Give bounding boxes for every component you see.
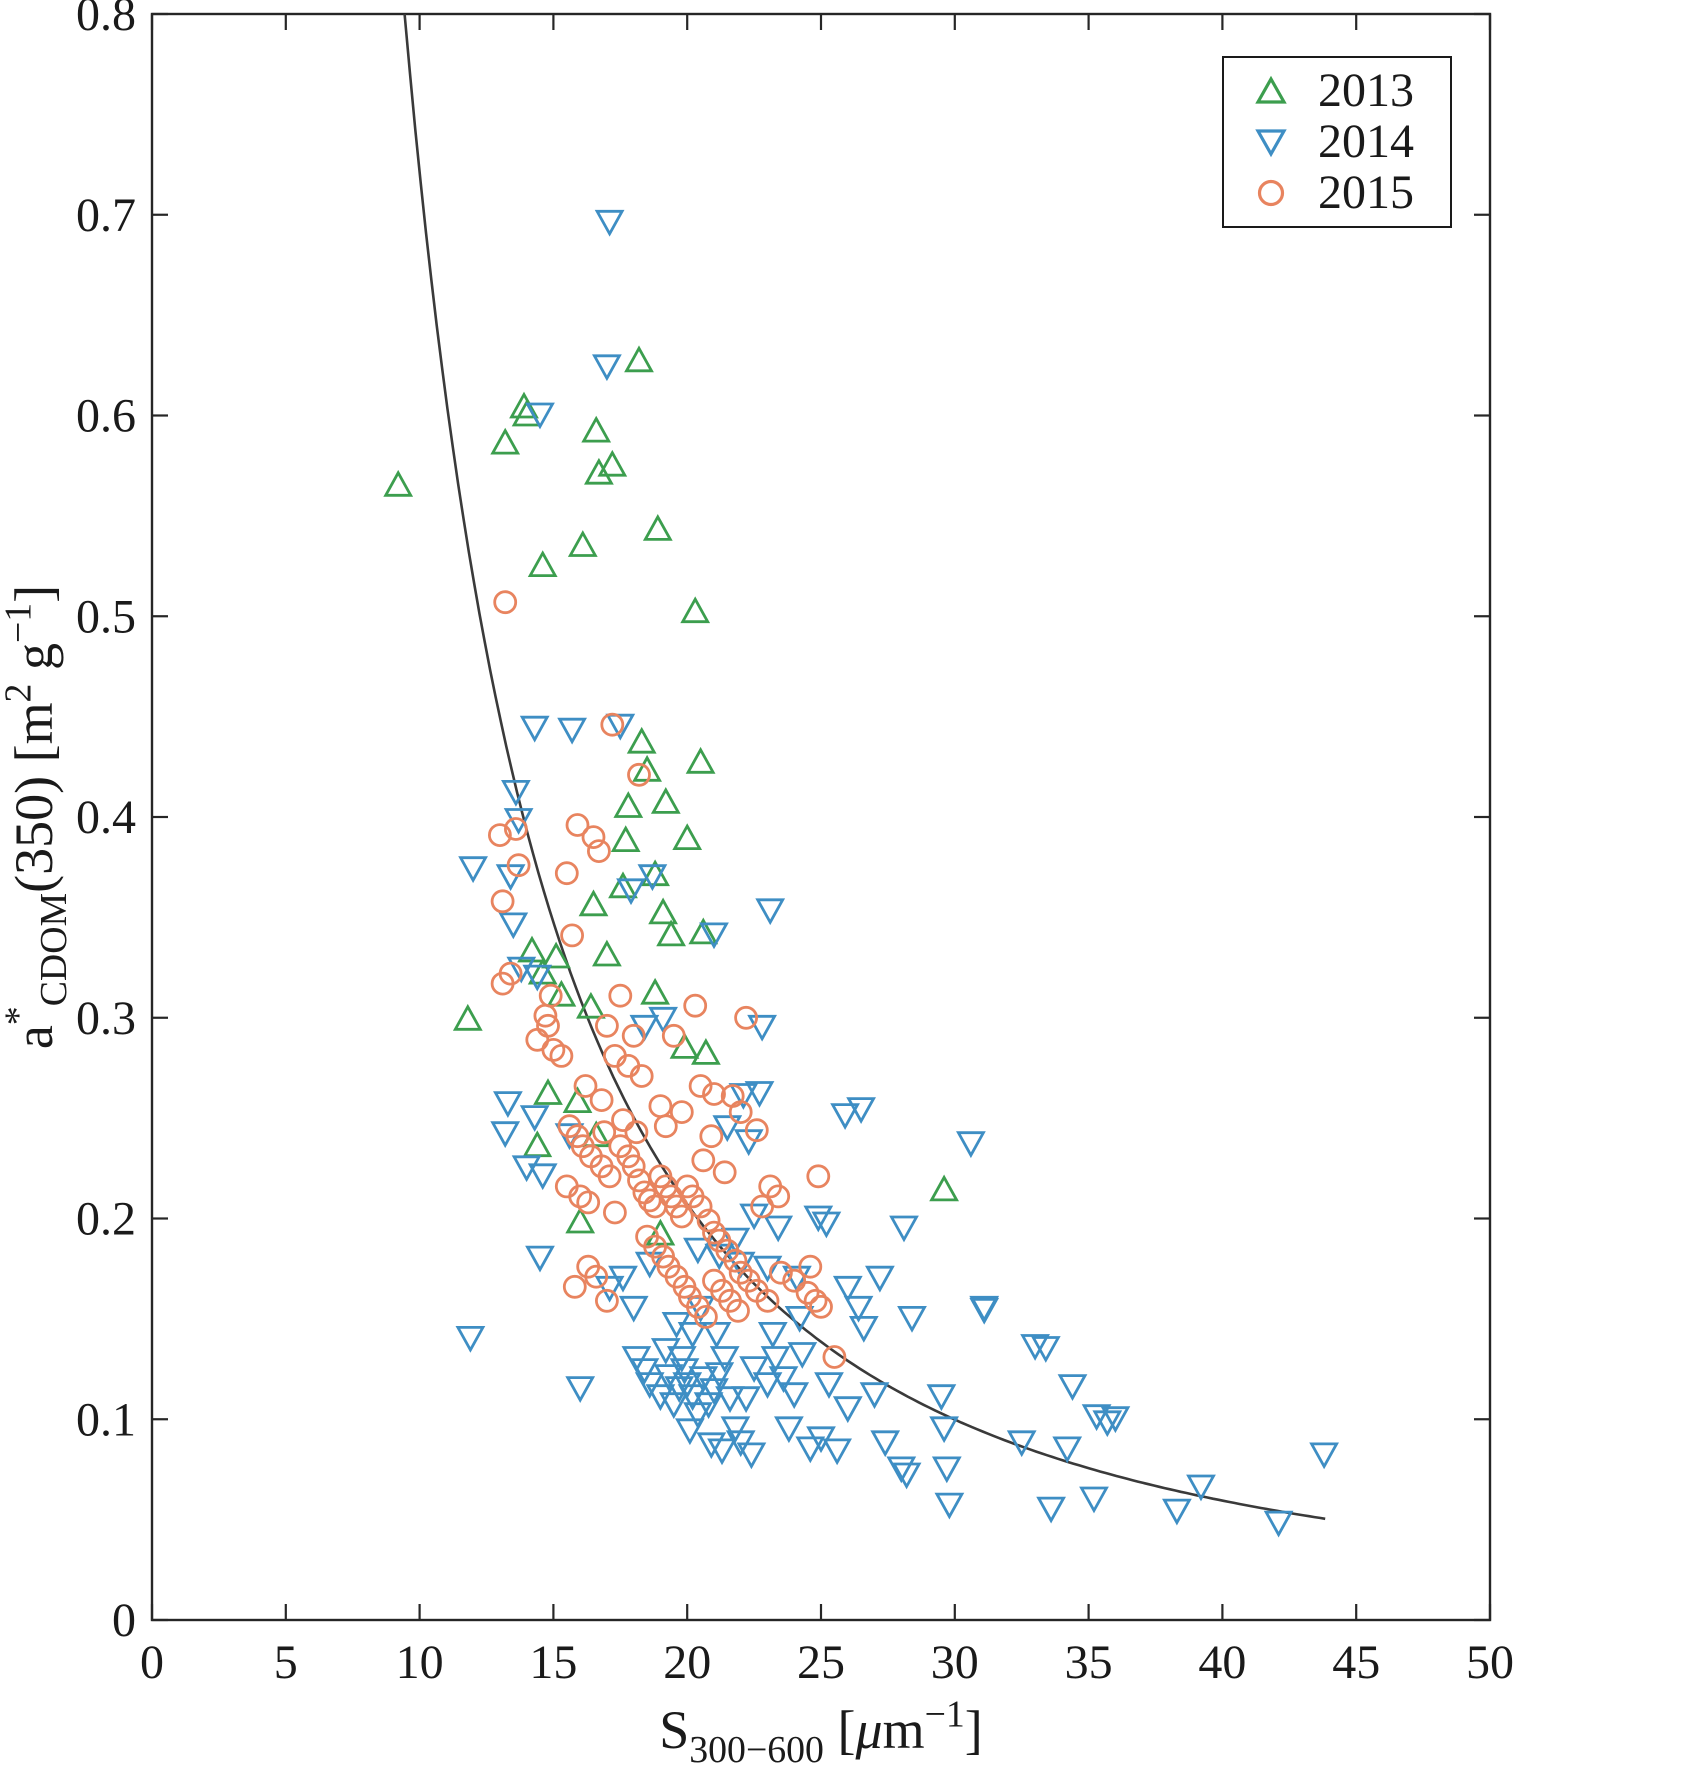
legend-item-2013: 2013 <box>1224 67 1450 115</box>
x-axis: 0 5 10 15 20 25 30 35 40 45 50 <box>140 14 1514 1689</box>
x-tick-label: 20 <box>663 1636 711 1689</box>
fit-curve <box>403 14 1326 1521</box>
y-axis: 0 0.1 0.2 0.3 0.4 0.5 0.6 0.7 0.8 <box>76 0 1490 1647</box>
y-tick-label: 0.1 <box>76 1393 136 1446</box>
legend-item-2015: 2015 <box>1224 165 1450 219</box>
legend-label: 2013 <box>1318 64 1414 118</box>
legend: 2013 2014 2015 <box>1222 56 1452 228</box>
triangle-up-icon <box>1254 74 1288 108</box>
y-tick-label: 0.6 <box>76 390 136 443</box>
x-tick-label: 40 <box>1198 1636 1246 1689</box>
y-tick-label: 0 <box>112 1594 136 1647</box>
y-tick-label: 0.7 <box>76 189 136 242</box>
x-tick-label: 5 <box>274 1636 298 1689</box>
circle-icon <box>1254 176 1288 210</box>
x-tick-label: 0 <box>140 1636 164 1689</box>
legend-label: 2015 <box>1318 165 1414 219</box>
y-axis-label: a*CDOM(350) [m2 g−1] <box>0 585 75 1049</box>
x-tick-label: 35 <box>1065 1636 1113 1689</box>
y-tick-label: 0.3 <box>76 992 136 1045</box>
scatter-series-2015 <box>487 590 847 1369</box>
scatter-series-2013 <box>383 345 959 1246</box>
y-tick-label: 0.5 <box>76 590 136 643</box>
scatter-series-2014 <box>455 209 1339 1538</box>
x-tick-label: 15 <box>529 1636 577 1689</box>
x-axis-label: S300−600 [μm−1] <box>659 1693 983 1771</box>
legend-item-2014: 2014 <box>1224 114 1450 168</box>
legend-label: 2014 <box>1318 114 1414 168</box>
x-tick-label: 30 <box>931 1636 979 1689</box>
y-tick-label: 0.8 <box>76 0 136 41</box>
y-tick-label: 0.2 <box>76 1193 136 1246</box>
x-tick-label: 50 <box>1466 1636 1514 1689</box>
y-tick-label: 0.4 <box>76 791 136 844</box>
x-tick-label: 10 <box>396 1636 444 1689</box>
x-tick-label: 25 <box>797 1636 845 1689</box>
x-tick-label: 45 <box>1332 1636 1380 1689</box>
triangle-down-icon <box>1254 125 1288 159</box>
